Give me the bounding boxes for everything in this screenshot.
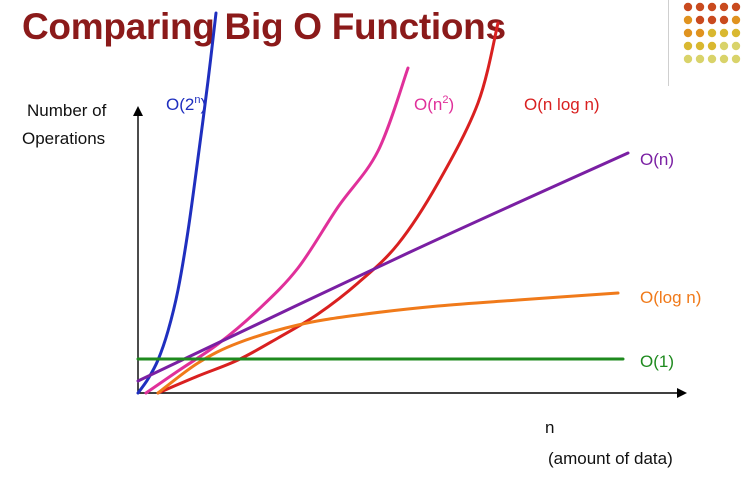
decor-dot	[683, 15, 693, 25]
decor-dot	[719, 15, 729, 25]
decor-dot	[731, 2, 741, 12]
series-line-ologn	[156, 291, 620, 395]
decor-dot	[719, 2, 729, 12]
decor-dot	[683, 41, 693, 51]
series-label-on2: O(n2)	[414, 94, 454, 114]
y-axis-label-line2: Operations	[22, 129, 105, 148]
decor-dot	[719, 28, 729, 38]
decor-dot	[695, 2, 705, 12]
decor-dot	[695, 28, 705, 38]
series-label-o1: O(1)	[640, 352, 674, 371]
series-line-on	[136, 151, 630, 383]
series-label-ologn: O(log n)	[640, 288, 701, 307]
series-label-o2n: O(2n)	[166, 94, 206, 114]
decor-dot	[731, 15, 741, 25]
x-axis-label-line1: n	[545, 418, 554, 437]
series-line-o2n	[136, 11, 218, 395]
decor-dot	[683, 54, 693, 64]
y-axis-label-line1: Number of	[27, 101, 107, 120]
decor-dot	[695, 15, 705, 25]
series-line-onlogn	[156, 21, 500, 395]
decor-dot	[731, 41, 741, 51]
page-title: Comparing Big O Functions	[22, 6, 506, 47]
decorative-dots	[683, 2, 741, 64]
decor-dot	[731, 28, 741, 38]
decor-dot	[731, 54, 741, 64]
decor-dot	[683, 2, 693, 12]
decor-dot	[707, 15, 717, 25]
decor-dot	[695, 54, 705, 64]
series-label-on: O(n)	[640, 150, 674, 169]
decor-dot	[707, 54, 717, 64]
decor-dot	[719, 54, 729, 64]
decor-dot	[695, 41, 705, 51]
x-axis-label-line2: (amount of data)	[548, 449, 673, 468]
header-divider	[668, 0, 669, 86]
decor-dot	[707, 41, 717, 51]
decor-dot	[683, 28, 693, 38]
series-line-on2	[144, 66, 410, 395]
decor-dot	[707, 28, 717, 38]
decor-dot	[719, 41, 729, 51]
series-label-onlogn: O(n log n)	[524, 95, 600, 114]
decor-dot	[707, 2, 717, 12]
